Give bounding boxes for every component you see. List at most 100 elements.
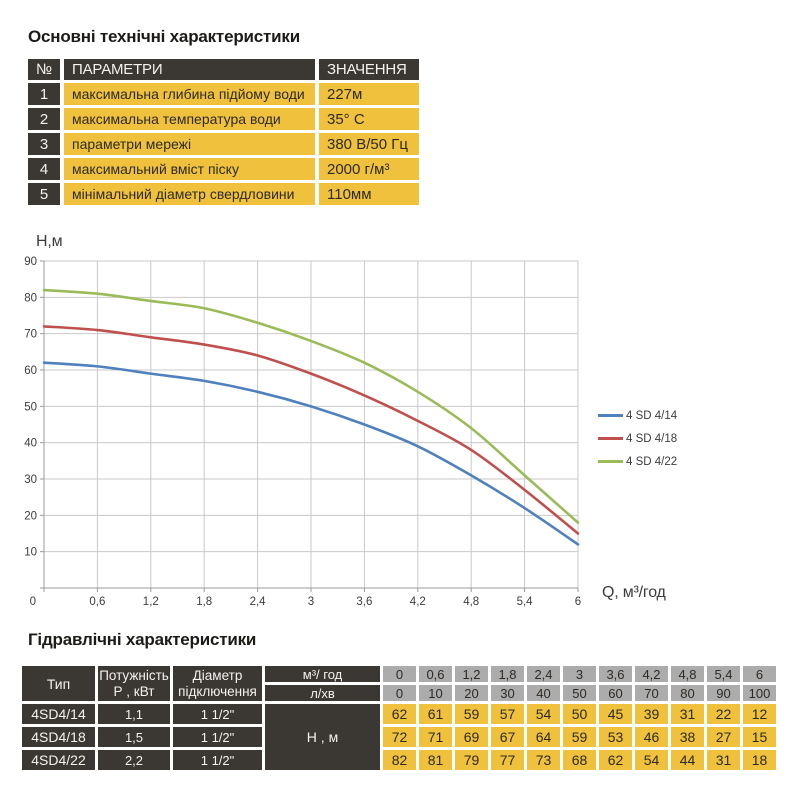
legend-label: 4 SD 4/22 [626, 455, 678, 468]
y-tick-labels: 10 20 30 40 50 60 70 80 90 [24, 256, 37, 559]
hyd-flow-lmin-7: 70 [635, 685, 668, 701]
hyd-row-2-head-6: 62 [599, 750, 632, 770]
hyd-flow-m3-8: 4,8 [671, 666, 704, 682]
hyd-flow-lmin-6: 60 [599, 685, 632, 701]
hyd-flow-m3-5: 3 [563, 666, 596, 682]
hyd-flow-lmin-0: 0 [383, 685, 416, 701]
hyd-row-0-head-10: 12 [743, 704, 776, 724]
hyd-row-2-head-2: 79 [455, 750, 488, 770]
hyd-row-0-power: 1,1 [98, 704, 170, 724]
curve-4-sd-4-14 [42, 361, 580, 546]
hyd-row-1-head-4: 64 [527, 727, 560, 747]
hyd-row-0-head-6: 45 [599, 704, 632, 724]
gridlines [43, 260, 579, 589]
hydraulic-characteristics-title: Гідравлічні характеристики [28, 630, 257, 649]
hyd-row-2-diameter: 1 1/2" [173, 750, 262, 770]
curve-4-sd-4-22 [42, 288, 580, 524]
tech-row-5-num: 5 [28, 183, 60, 205]
hyd-row-0-head-3: 57 [491, 704, 524, 724]
hyd-row-2-head-1: 81 [419, 750, 452, 770]
svg-text:80: 80 [24, 292, 37, 304]
hyd-row-1-head-5: 59 [563, 727, 596, 747]
hyd-header-power: Потужність Р , кВт [98, 666, 170, 701]
hyd-row-2-head-7: 54 [635, 750, 668, 770]
hyd-row-1-type: 4SD4/18 [22, 727, 95, 747]
svg-text:5,4: 5,4 [517, 596, 534, 608]
hyd-flow-m3-9: 5,4 [707, 666, 740, 682]
hyd-row-2-head-9: 31 [707, 750, 740, 770]
svg-text:3,6: 3,6 [356, 596, 372, 608]
hyd-row-1-head-6: 53 [599, 727, 632, 747]
hyd-row-1-power: 1,5 [98, 727, 170, 747]
hyd-row-0-head-5: 50 [563, 704, 596, 724]
svg-text:40: 40 [24, 438, 37, 450]
hyd-row-0-head-4: 54 [527, 704, 560, 724]
hyd-flow-m3-1: 0,6 [419, 666, 452, 682]
tech-row-4-value: 2000 г/м³ [319, 158, 419, 180]
legend-item-4-sd-4-18: 4 SD 4/18 [598, 427, 677, 450]
svg-text:1,2: 1,2 [143, 596, 159, 608]
hyd-row-0-head-0: 62 [383, 704, 416, 724]
x-tick-labels: 0 0,6 1,2 1,8 2,4 3 3,6 4,2 4,8 5,4 6 [30, 596, 582, 608]
hyd-flow-lmin-3: 30 [491, 685, 524, 701]
hyd-header-head: Н , м [265, 704, 380, 770]
svg-text:0: 0 [30, 596, 36, 608]
tech-row-2-num: 2 [28, 108, 60, 130]
tech-row-4-param: максимальний вміст піску [64, 158, 315, 180]
tech-header-value: ЗНАЧЕННЯ [319, 59, 419, 80]
legend-line-swatch [598, 437, 623, 440]
svg-text:3: 3 [308, 596, 314, 608]
hyd-row-1-head-1: 71 [419, 727, 452, 747]
hyd-flow-lmin-10: 100 [743, 685, 776, 701]
hyd-row-1-head-2: 69 [455, 727, 488, 747]
tech-row-3-num: 3 [28, 133, 60, 155]
svg-text:4,2: 4,2 [410, 596, 426, 608]
chart-y-axis-title: Н,м [36, 233, 63, 250]
pump-curves-chart: Н,м 10 20 30 40 50 60 70 80 90 0 0,6 1,2 1,8 2,4 3 3,6 4… [0, 228, 700, 620]
chart-x-axis-title: Q, м³/год [602, 584, 666, 601]
hyd-row-0-head-8: 31 [671, 704, 704, 724]
tech-row-5-param: мінімальний діаметр свердловини [64, 183, 315, 205]
hyd-flow-m3-7: 4,2 [635, 666, 668, 682]
hyd-row-0-head-9: 22 [707, 704, 740, 724]
hyd-row-1-head-3: 67 [491, 727, 524, 747]
hyd-flow-lmin-8: 80 [671, 685, 704, 701]
hyd-row-2-head-3: 77 [491, 750, 524, 770]
svg-text:50: 50 [24, 401, 37, 413]
tech-row-1-value: 227м [319, 83, 419, 105]
hyd-flow-lmin-1: 10 [419, 685, 452, 701]
hyd-header-flow-m3: м³/ год [265, 666, 380, 682]
tech-row-3-value: 380 В/50 Гц [319, 133, 419, 155]
hyd-flow-m3-4: 2,4 [527, 666, 560, 682]
hyd-row-2-head-0: 82 [383, 750, 416, 770]
hyd-flow-lmin-4: 40 [527, 685, 560, 701]
tech-header-num: № [28, 59, 60, 80]
hyd-flow-m3-0: 0 [383, 666, 416, 682]
hyd-flow-lmin-9: 90 [707, 685, 740, 701]
svg-text:20: 20 [24, 510, 37, 522]
tech-row-3-param: параметри мережі [64, 133, 315, 155]
hyd-header-type: Тип [22, 666, 95, 701]
hyd-header-diameter: Діаметр підключення [173, 666, 262, 701]
hyd-row-0-head-7: 39 [635, 704, 668, 724]
legend-line-swatch [598, 414, 623, 417]
hyd-row-1-head-7: 46 [635, 727, 668, 747]
hyd-flow-m3-6: 3,6 [599, 666, 632, 682]
tech-row-1-num: 1 [28, 83, 60, 105]
hyd-flow-m3-10: 6 [743, 666, 776, 682]
hyd-row-2-head-5: 68 [563, 750, 596, 770]
hyd-flow-m3-2: 1,2 [455, 666, 488, 682]
hyd-row-0-head-2: 59 [455, 704, 488, 724]
hyd-row-2-power: 2,2 [98, 750, 170, 770]
tech-row-2-param: максимальна температура води [64, 108, 315, 130]
svg-text:1,8: 1,8 [196, 596, 212, 608]
hyd-row-2-head-10: 18 [743, 750, 776, 770]
tech-characteristics-title: Основні технічні характеристики [28, 27, 300, 46]
chart-legend: 4 SD 4/14 4 SD 4/18 4 SD 4/22 [598, 404, 677, 473]
axes [40, 260, 579, 592]
tech-row-1-param: максимальна глибина підйому води [64, 83, 315, 105]
hyd-row-1-head-10: 15 [743, 727, 776, 747]
svg-text:10: 10 [24, 547, 37, 559]
svg-text:0,6: 0,6 [89, 596, 105, 608]
hyd-row-2-head-8: 44 [671, 750, 704, 770]
